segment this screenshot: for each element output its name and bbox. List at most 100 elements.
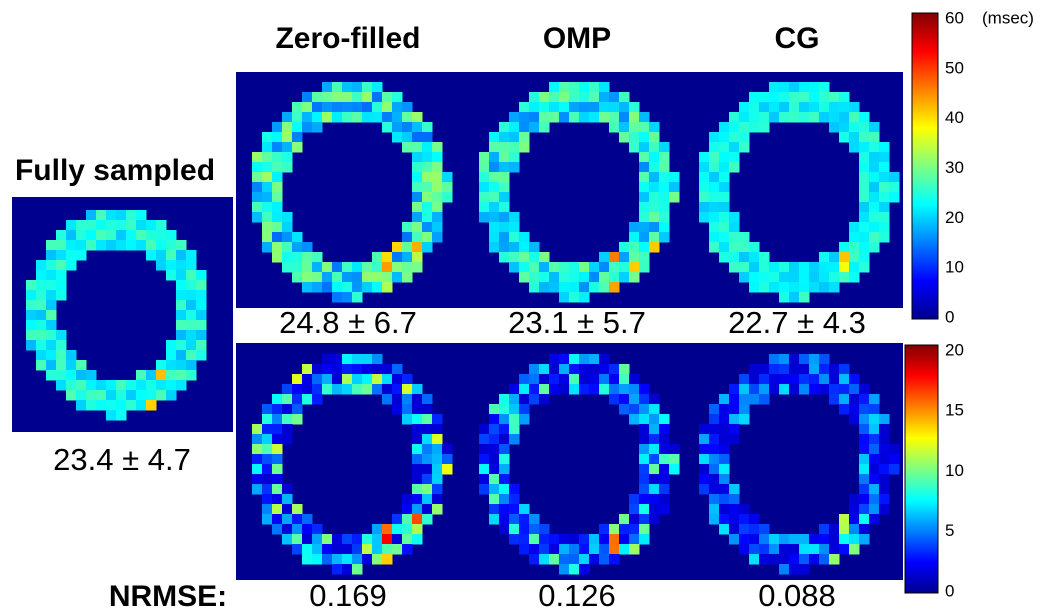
pixel (619, 252, 630, 263)
pixel (839, 92, 850, 103)
pixel (739, 252, 750, 263)
pixel (809, 384, 820, 395)
pixel (759, 364, 770, 375)
pixel (819, 112, 830, 123)
pixel (479, 202, 490, 213)
pixel (332, 292, 343, 303)
pixel (529, 112, 540, 123)
pixel (422, 434, 433, 445)
pixel (729, 534, 740, 545)
pixel (186, 310, 197, 321)
pixel (519, 514, 530, 525)
pixel (749, 554, 760, 565)
pixel (709, 434, 720, 445)
pixel (489, 172, 500, 183)
pixel (629, 524, 640, 535)
pixel (559, 374, 570, 385)
pixel (262, 454, 273, 465)
pixel (272, 494, 283, 505)
colorbar-tick-label: 20 (945, 208, 964, 227)
pixel (372, 252, 383, 263)
pixel (272, 152, 283, 163)
pixel (789, 82, 800, 93)
pixel (392, 404, 403, 415)
pixel (342, 564, 353, 575)
pixel (769, 102, 780, 113)
pixel (519, 252, 530, 263)
pixel (829, 554, 840, 565)
pixel (489, 494, 500, 505)
pixel (56, 350, 67, 361)
pixel (252, 182, 263, 193)
pixel (859, 404, 870, 415)
pixel (629, 404, 640, 415)
pixel (749, 122, 760, 133)
pixel (342, 534, 353, 545)
pixel (36, 290, 47, 301)
pixel (779, 282, 790, 293)
pixel (719, 252, 730, 263)
pixel (639, 142, 650, 153)
pixel (849, 272, 860, 283)
pixel (819, 554, 830, 565)
pixel (789, 292, 800, 303)
pixel (422, 404, 433, 415)
pixel (709, 424, 720, 435)
pixel (719, 504, 730, 515)
pixel (116, 410, 127, 421)
pixel (749, 262, 760, 273)
pixel (739, 132, 750, 143)
pixel (442, 454, 453, 465)
pixel (432, 162, 443, 173)
pixel (422, 474, 433, 485)
pixel (729, 252, 740, 263)
pixel (589, 544, 600, 555)
pixel (402, 142, 413, 153)
pixel (509, 504, 520, 515)
pixel (36, 280, 47, 291)
pixel (86, 240, 97, 251)
pixel (559, 262, 570, 273)
pixel (869, 172, 880, 183)
pixel (619, 92, 630, 103)
pixel (509, 434, 520, 445)
pixel (352, 92, 363, 103)
pixel (489, 434, 500, 445)
pixel (629, 384, 640, 395)
pixel (829, 544, 840, 555)
pixel (402, 122, 413, 133)
pixel (176, 270, 187, 281)
pixel (272, 122, 283, 133)
pixel (509, 394, 520, 405)
pixel (859, 202, 870, 213)
pixel (609, 554, 620, 565)
pixel (819, 524, 830, 535)
pixel (46, 280, 57, 291)
pixel (559, 354, 570, 365)
pixel (46, 310, 57, 321)
pixel (639, 414, 650, 425)
pixel (559, 112, 570, 123)
pixel (649, 202, 660, 213)
pixel (312, 374, 323, 385)
pixel (262, 464, 273, 475)
pixel (196, 340, 207, 351)
pixel (282, 534, 293, 545)
pixel (749, 384, 760, 395)
mean-sd: 23.1 ± 5.7 (508, 305, 646, 340)
pixel (719, 242, 730, 253)
pixel (579, 534, 590, 545)
pixel (86, 220, 97, 231)
pixel (759, 102, 770, 113)
pixel (809, 534, 820, 545)
pixel (859, 454, 870, 465)
pixel (489, 142, 500, 153)
pixel (869, 222, 880, 233)
pixel (519, 384, 530, 395)
pixel (412, 112, 423, 123)
pixel (629, 504, 640, 515)
pixel (829, 384, 840, 395)
pixel (559, 364, 570, 375)
pixel (579, 272, 590, 283)
